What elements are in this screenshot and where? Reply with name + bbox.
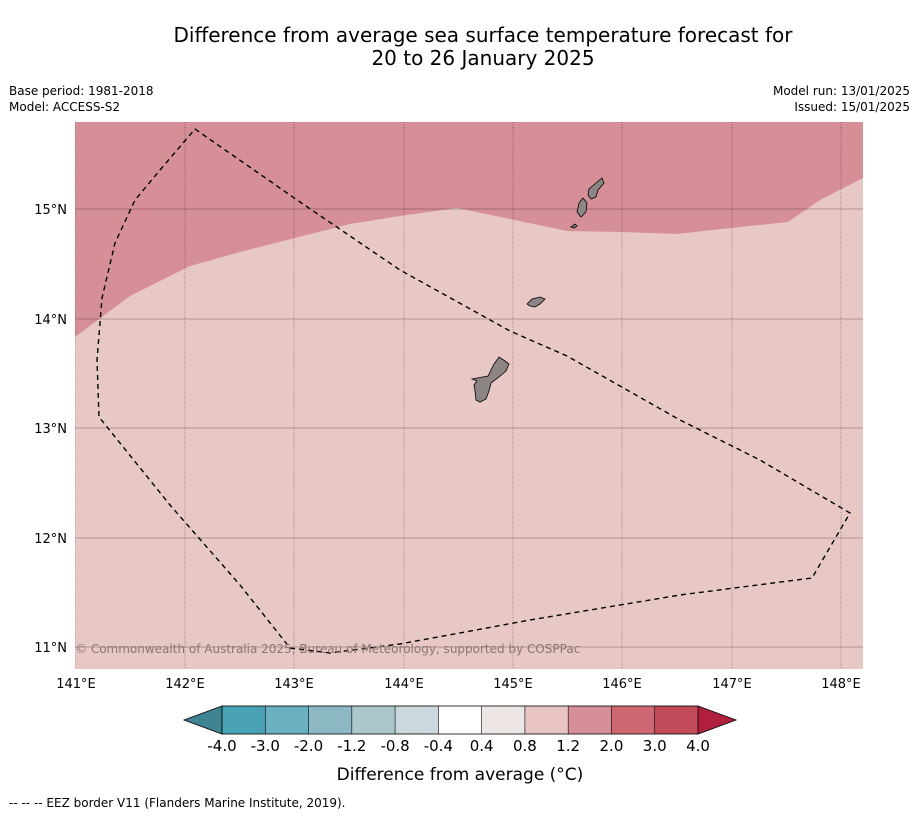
colorbar-segment [654, 706, 699, 734]
lon-gridlines [75, 122, 842, 669]
lon-tick-label: 146°E [602, 677, 642, 692]
sst-anomaly-band-high [75, 122, 863, 337]
model-label: Model: ACCESS-S2 [9, 100, 121, 114]
colorbar-tick-label: 2.0 [600, 737, 624, 755]
lat-tick-labels: 15°N 14°N 13°N 12°N 11°N [34, 203, 67, 656]
rota-island [526, 296, 546, 308]
colorbar-tick-label: 3.0 [643, 737, 667, 755]
saipan-island [587, 177, 605, 200]
eez-border-legend: -- -- -- EEZ border V11 (Flanders Marine… [9, 796, 346, 810]
colorbar-tick-label: -1.2 [337, 737, 366, 755]
base-period-label: Base period: 1981-2018 [9, 84, 154, 98]
colorbar-segment [265, 706, 309, 734]
colorbar-segment [308, 706, 353, 734]
land-masses [470, 177, 605, 403]
lat-tick-label: 14°N [34, 313, 67, 328]
colorbar: -4.0 -3.0 -2.0 -1.2 -0.8 -0.4 0.4 0.8 1.2 2.0 3.0 4… [182, 705, 738, 785]
lon-tick-label: 143°E [274, 677, 314, 692]
tinian-island [576, 197, 588, 218]
colorbar-tick-label: 1.2 [556, 737, 580, 755]
copyright-notice: © Commonwealth of Australia 2025, Bureau… [75, 642, 580, 656]
colorbar-label: Difference from average (°C) [337, 765, 584, 785]
lat-tick-label: 12°N [34, 532, 67, 547]
aguijan-islet [570, 223, 578, 229]
issued-label: Issued: 15/01/2025 [794, 100, 910, 114]
lon-tick-label: 147°E [712, 677, 752, 692]
colorbar-segment [222, 706, 266, 734]
colorbar-tick-label: 4.0 [686, 737, 710, 755]
colorbar-tick-label: -4.0 [207, 737, 236, 755]
colorbar-segment [611, 706, 656, 734]
colorbar-segment [351, 706, 396, 734]
map-area: © Commonwealth of Australia 2025, Bureau… [75, 122, 863, 669]
colorbar-segment [438, 706, 482, 734]
colorbar-segment [568, 706, 612, 734]
lon-tick-label: 145°E [493, 677, 533, 692]
guam-island [470, 356, 510, 403]
colorbar-extend-low [182, 705, 223, 735]
colorbar-tick-label: 0.8 [513, 737, 537, 755]
colorbar-extend-high [697, 705, 738, 735]
lon-tick-label: 144°E [384, 677, 424, 692]
lat-tick-label: 15°N [34, 203, 67, 218]
colorbar-tick-label: -0.8 [380, 737, 409, 755]
lat-gridlines [75, 208, 863, 648]
eez-border [96, 128, 851, 654]
lat-tick-label: 11°N [34, 641, 67, 656]
colorbar-tick-label: -2.0 [294, 737, 323, 755]
colorbar-tick-label: -0.4 [424, 737, 453, 755]
colorbar-tick-label: -3.0 [251, 737, 280, 755]
colorbar-outline [221, 705, 699, 735]
map-title-line-1: Difference from average sea surface temp… [173, 23, 793, 47]
colorbar-segment [395, 706, 439, 734]
lon-tick-label: 141°E [56, 677, 96, 692]
lon-tick-label: 148°E [821, 677, 861, 692]
lon-tick-labels: 141°E 142°E 143°E 144°E 145°E 146°E 147°… [56, 677, 861, 692]
lon-tick-label: 142°E [165, 677, 205, 692]
colorbar-tick-label: 0.4 [470, 737, 494, 755]
model-run-label: Model run: 13/01/2025 [772, 84, 910, 98]
lat-tick-label: 13°N [34, 422, 67, 437]
map-title-line-2: 20 to 26 January 2025 [371, 46, 595, 70]
colorbar-segment [481, 706, 526, 734]
colorbar-segment [524, 706, 569, 734]
